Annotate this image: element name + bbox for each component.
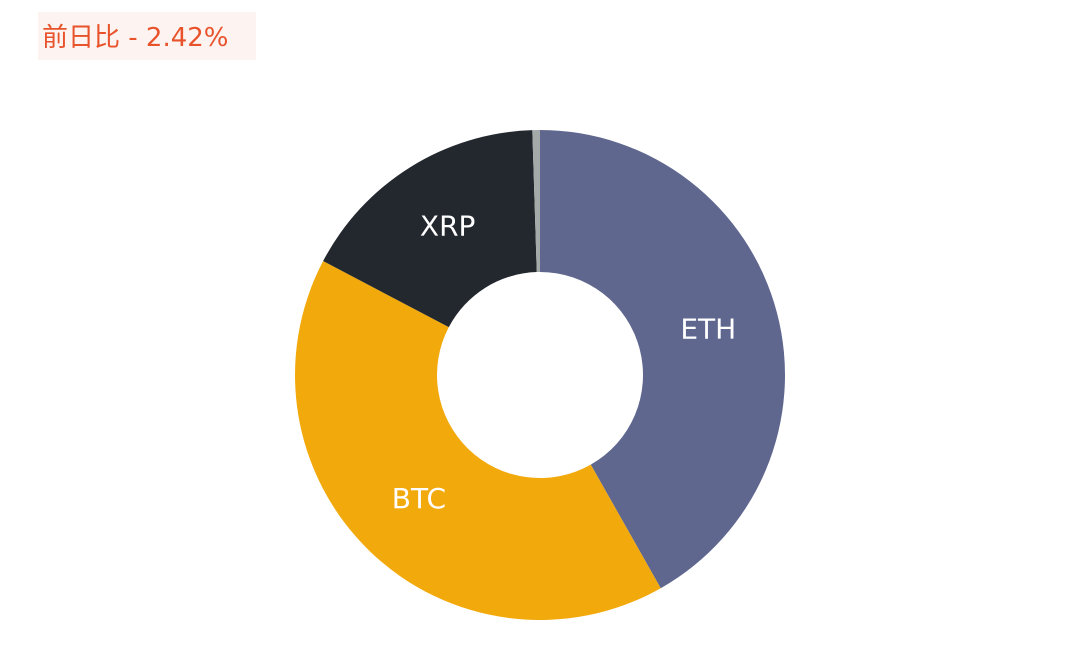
title-background [38,12,256,60]
slice [532,130,540,273]
slice [323,130,537,328]
slice [540,130,785,589]
slice-label: XRP [420,210,476,243]
chart-title: 前日比 - 2.42% [42,23,229,53]
slice-label: ETH [680,313,736,346]
slice [294,261,661,620]
slice-label: BTC [392,482,446,515]
